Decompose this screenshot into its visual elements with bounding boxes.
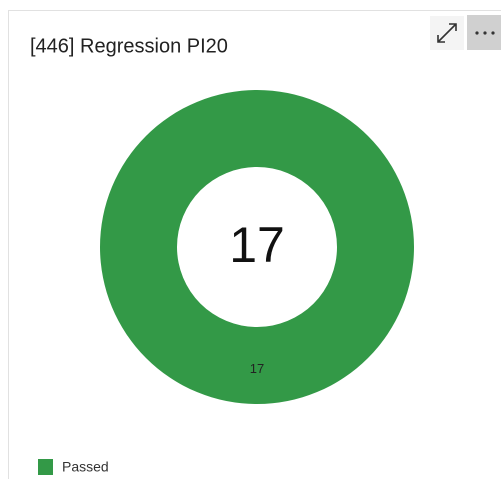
dot[interactable] [483,31,487,35]
expand-icon[interactable] [437,23,457,43]
widget-title: [446] Regression PI20 [30,35,228,57]
legend-swatch [38,459,53,475]
donut-slice [100,90,414,404]
legend-label: Passed [62,459,109,475]
dot[interactable] [475,31,479,35]
dot[interactable] [491,31,495,35]
data-label: 17 [250,361,264,376]
more-button[interactable] [467,15,501,50]
expand-button[interactable] [430,16,464,50]
center-total: 17 [229,217,285,273]
